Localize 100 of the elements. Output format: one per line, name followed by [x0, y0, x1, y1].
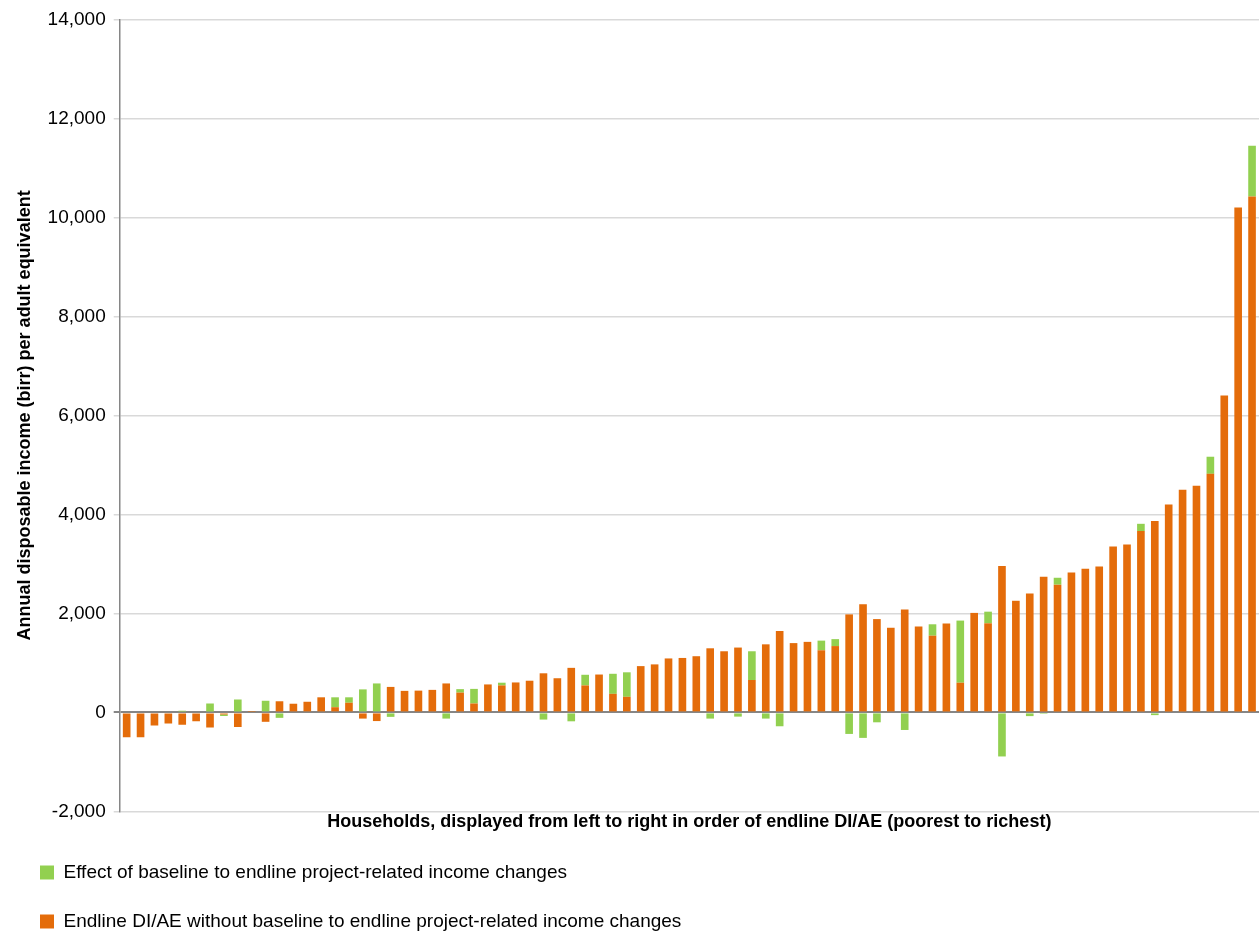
bar	[1206, 456, 1215, 474]
bar	[1067, 572, 1076, 712]
bar	[1095, 566, 1104, 712]
bar	[317, 697, 325, 712]
bar	[706, 648, 715, 712]
bar	[372, 683, 381, 712]
bar	[692, 656, 701, 712]
bar	[567, 667, 576, 712]
bar	[1025, 593, 1034, 712]
bar	[650, 664, 659, 712]
bar	[1248, 145, 1256, 197]
bar	[761, 713, 770, 719]
y-axis-title: Annual disposable income (birr) per adult equivalent	[13, 190, 34, 641]
bar	[734, 647, 742, 712]
bar	[567, 713, 576, 722]
bar	[859, 713, 867, 738]
bar	[748, 679, 756, 712]
bar	[984, 611, 992, 624]
bar	[581, 685, 589, 712]
bar	[386, 686, 395, 712]
bar	[442, 713, 451, 719]
bar	[900, 713, 909, 730]
bar	[1109, 546, 1117, 712]
bar	[720, 651, 728, 712]
bar	[595, 674, 603, 712]
bar	[789, 643, 798, 712]
bar	[817, 650, 826, 712]
bar	[873, 619, 881, 712]
bar	[914, 626, 923, 712]
bar	[470, 688, 478, 704]
bar	[386, 713, 395, 717]
bar	[206, 713, 214, 728]
bar	[470, 703, 478, 712]
bar	[775, 713, 784, 727]
bar	[803, 641, 812, 712]
bar	[192, 713, 200, 722]
bar	[748, 651, 756, 680]
bar	[1137, 523, 1145, 531]
bar	[1248, 196, 1256, 712]
bar	[984, 623, 992, 712]
bar	[1053, 584, 1062, 712]
bar	[1178, 489, 1187, 712]
bar	[609, 673, 617, 694]
bar	[122, 713, 131, 738]
bar	[178, 713, 187, 725]
bar	[331, 697, 339, 708]
bar	[623, 672, 631, 697]
bar	[775, 630, 784, 712]
bar	[150, 713, 159, 726]
bar	[484, 684, 492, 712]
bar	[1012, 600, 1020, 712]
bar	[1025, 713, 1034, 717]
bar	[636, 666, 645, 712]
bar	[206, 703, 214, 712]
bar	[623, 696, 631, 712]
bar	[1164, 504, 1173, 712]
bar	[233, 699, 242, 712]
bar	[345, 702, 353, 712]
bar	[956, 620, 965, 683]
bar	[539, 713, 548, 720]
bar	[359, 689, 367, 712]
bar	[970, 612, 978, 712]
bar	[275, 701, 284, 712]
bar	[1192, 485, 1201, 712]
y-tick-label: 12,000	[47, 106, 106, 128]
bar	[1150, 521, 1159, 712]
bar	[887, 627, 895, 712]
bar	[664, 658, 673, 712]
bar	[998, 565, 1006, 712]
bar	[706, 713, 715, 719]
bar	[553, 678, 562, 712]
bar	[1137, 530, 1145, 712]
bar	[845, 713, 853, 734]
bar	[859, 604, 867, 712]
bar	[831, 646, 840, 712]
bar	[928, 635, 937, 712]
bar	[1123, 544, 1131, 712]
bar	[761, 644, 770, 712]
bar	[1234, 207, 1242, 712]
bar	[845, 614, 853, 712]
bar	[233, 713, 242, 727]
bar	[428, 689, 437, 712]
bar	[873, 713, 881, 723]
bar	[359, 713, 367, 719]
bar	[956, 682, 965, 712]
bar	[581, 674, 589, 686]
bar	[511, 682, 520, 712]
bar	[1039, 576, 1048, 712]
y-tick-label: 8,000	[58, 304, 106, 326]
bar	[456, 689, 464, 693]
x-axis-title: Households, displayed from left to right in order of endline DI/AE (poorest to richest)	[327, 811, 1052, 832]
bar	[734, 713, 742, 717]
bar	[136, 713, 145, 738]
legend-label: Effect of baseline to endline project-related income changes	[63, 860, 567, 882]
bar	[331, 707, 339, 712]
bar	[456, 692, 464, 712]
y-tick-label: 14,000	[47, 7, 106, 29]
bar	[345, 697, 353, 703]
legend-label: Endline DI/AE without baseline to endline project-related income changes	[63, 909, 682, 931]
bar	[372, 713, 381, 722]
